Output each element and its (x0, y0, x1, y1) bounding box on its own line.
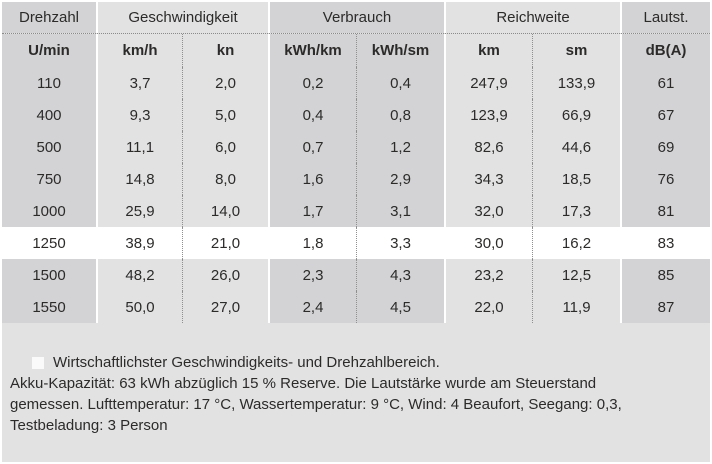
cell: 61 (620, 67, 710, 99)
cell: 1250 (2, 227, 96, 259)
cell: 5,0 (182, 99, 268, 131)
group-header-lautstaerke: Lautst. (620, 2, 710, 33)
cell: 2,4 (268, 291, 356, 323)
table-row: 400 9,3 5,0 0,4 0,8 123,9 66,9 67 (2, 99, 710, 131)
cell: 83 (620, 227, 710, 259)
cell: 3,7 (96, 67, 182, 99)
cell: 2,3 (268, 259, 356, 291)
table-row: 110 3,7 2,0 0,2 0,4 247,9 133,9 61 (2, 67, 710, 99)
cell: 44,6 (532, 131, 620, 163)
cell: 81 (620, 195, 710, 227)
cell: 23,2 (444, 259, 532, 291)
cell: 0,4 (356, 67, 444, 99)
cell: 38,9 (96, 227, 182, 259)
cell: 0,2 (268, 67, 356, 99)
unit-cell-km: km (444, 34, 532, 67)
table-row: 1500 48,2 26,0 2,3 4,3 23,2 12,5 85 (2, 259, 710, 291)
cell: 110 (2, 67, 96, 99)
cell: 27,0 (182, 291, 268, 323)
cell: 17,3 (532, 195, 620, 227)
cell: 3,3 (356, 227, 444, 259)
cell: 4,3 (356, 259, 444, 291)
cell: 2,0 (182, 67, 268, 99)
cell: 0,8 (356, 99, 444, 131)
cell: 12,5 (532, 259, 620, 291)
cell: 1,8 (268, 227, 356, 259)
unit-cell-kmh: km/h (96, 34, 182, 67)
footnote-line: Testbeladung: 3 Person (10, 417, 168, 434)
unit-cell-kn: kn (182, 34, 268, 67)
cell: 247,9 (444, 67, 532, 99)
cell: 1,6 (268, 163, 356, 195)
group-header-verbrauch: Verbrauch (268, 2, 444, 33)
cell: 34,3 (444, 163, 532, 195)
highlight-legend: Wirtschaftlichster Geschwindigkeits- und… (32, 352, 702, 373)
footnote: Wirtschaftlichster Geschwindigkeits- und… (2, 323, 710, 436)
cell: 26,0 (182, 259, 268, 291)
cell: 76 (620, 163, 710, 195)
group-header-geschwindigkeit: Geschwindigkeit (96, 2, 268, 33)
cell: 85 (620, 259, 710, 291)
cell: 2,9 (356, 163, 444, 195)
footnote-line: Akku-Kapazität: 63 kWh abzüglich 15 % Re… (10, 375, 597, 392)
cell: 4,5 (356, 291, 444, 323)
cell: 87 (620, 291, 710, 323)
cell: 6,0 (182, 131, 268, 163)
unit-cell-kwhkm: kWh/km (268, 34, 356, 67)
cell: 9,3 (96, 99, 182, 131)
table-row: 500 11,1 6,0 0,7 1,2 82,6 44,6 69 (2, 131, 710, 163)
table-row-highlighted: 1250 38,9 21,0 1,8 3,3 30,0 16,2 83 (2, 227, 710, 259)
cell: 0,4 (268, 99, 356, 131)
cell: 500 (2, 131, 96, 163)
cell: 18,5 (532, 163, 620, 195)
group-header-drehzahl: Drehzahl (2, 2, 96, 33)
cell: 50,0 (96, 291, 182, 323)
unit-cell-sm: sm (532, 34, 620, 67)
cell: 14,8 (96, 163, 182, 195)
cell: 0,7 (268, 131, 356, 163)
cell: 123,9 (444, 99, 532, 131)
cell: 8,0 (182, 163, 268, 195)
cell: 11,9 (532, 291, 620, 323)
cell: 1550 (2, 291, 96, 323)
cell: 1000 (2, 195, 96, 227)
table-row: 1550 50,0 27,0 2,4 4,5 22,0 11,9 87 (2, 291, 710, 323)
cell: 30,0 (444, 227, 532, 259)
cell: 66,9 (532, 99, 620, 131)
units-header-row: U/min km/h kn kWh/km kWh/sm km sm dB(A) (2, 34, 710, 67)
cell: 750 (2, 163, 96, 195)
cell: 82,6 (444, 131, 532, 163)
footnote-line: gemessen. Lufttemperatur: 17 °C, Wassert… (10, 396, 622, 413)
cell: 1500 (2, 259, 96, 291)
table-row: 750 14,8 8,0 1,6 2,9 34,3 18,5 76 (2, 163, 710, 195)
unit-cell-kwhsm: kWh/sm (356, 34, 444, 67)
group-header-reichweite: Reichweite (444, 2, 620, 33)
cell: 69 (620, 131, 710, 163)
cell: 400 (2, 99, 96, 131)
column-group-header-row: Drehzahl Geschwindigkeit Verbrauch Reich… (2, 2, 710, 34)
table-row: 1000 25,9 14,0 1,7 3,1 32,0 17,3 81 (2, 195, 710, 227)
cell: 1,2 (356, 131, 444, 163)
cell: 16,2 (532, 227, 620, 259)
cell: 1,7 (268, 195, 356, 227)
cell: 48,2 (96, 259, 182, 291)
cell: 32,0 (444, 195, 532, 227)
unit-cell-umin: U/min (2, 34, 96, 67)
cell: 21,0 (182, 227, 268, 259)
legend-text: Wirtschaftlichster Geschwindigkeits- und… (53, 354, 440, 371)
cell: 25,9 (96, 195, 182, 227)
unit-cell-dba: dB(A) (620, 34, 710, 67)
cell: 14,0 (182, 195, 268, 227)
cell: 11,1 (96, 131, 182, 163)
highlight-legend-square-icon (32, 356, 44, 369)
cell: 22,0 (444, 291, 532, 323)
cell: 133,9 (532, 67, 620, 99)
cell: 67 (620, 99, 710, 131)
cell: 3,1 (356, 195, 444, 227)
